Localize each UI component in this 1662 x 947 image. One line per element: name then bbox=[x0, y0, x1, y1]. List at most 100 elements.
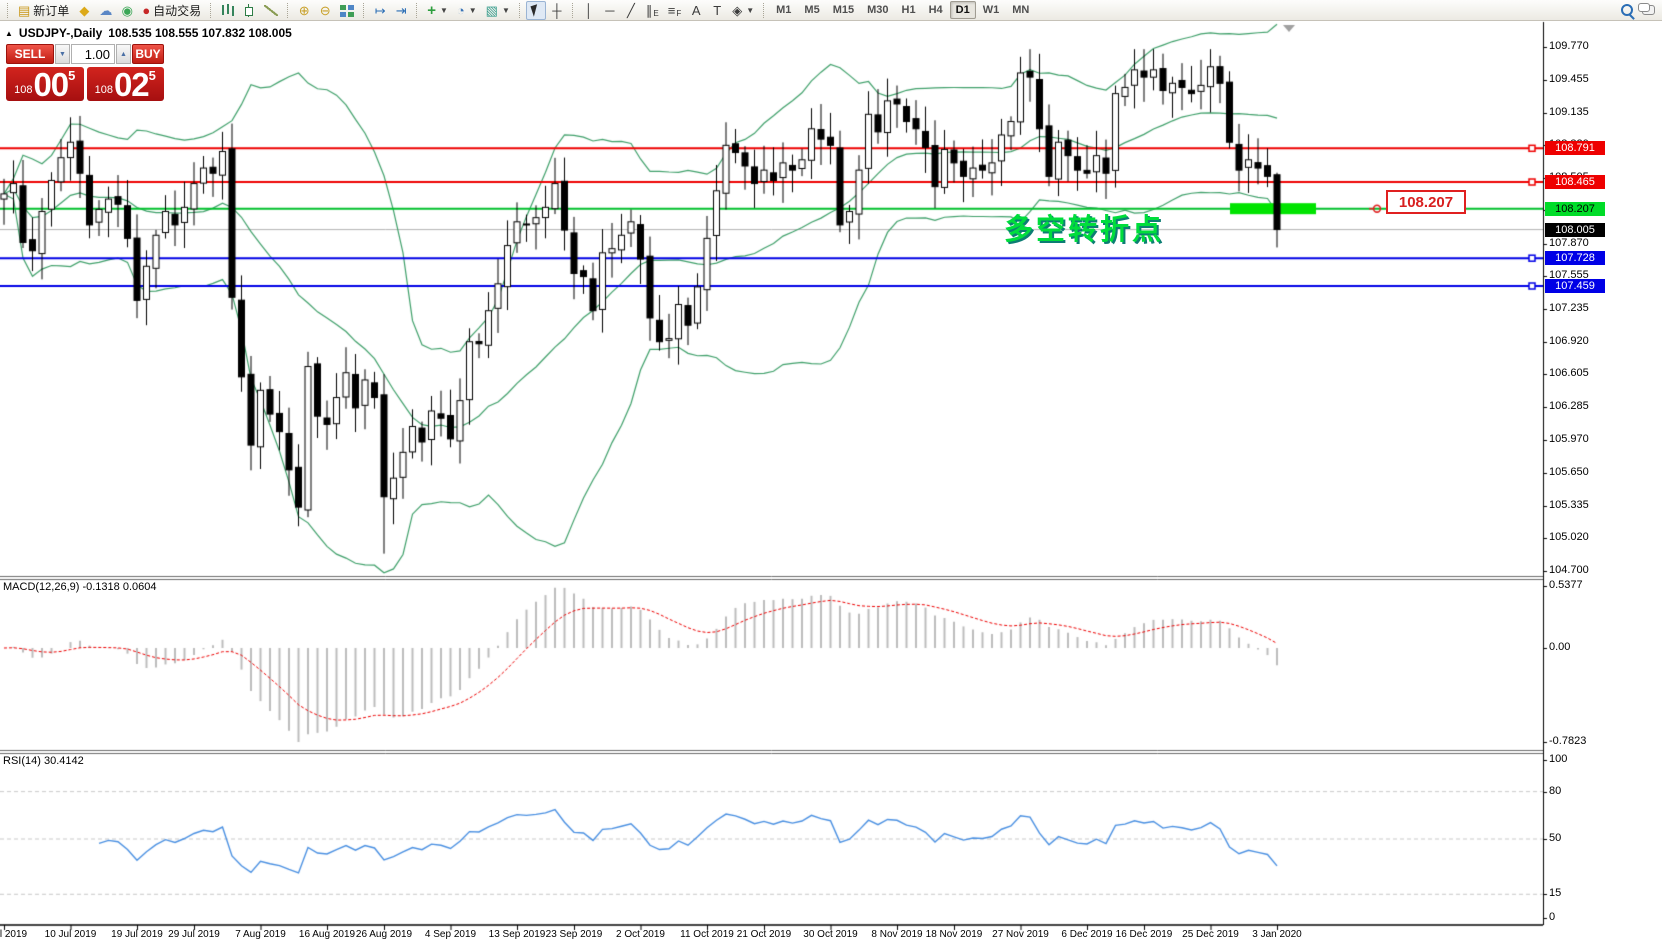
zoom-out-icon[interactable]: ⊖ bbox=[315, 1, 335, 20]
macd-indicator-label: MACD(12,26,9) -0.1318 0.0604 bbox=[3, 581, 157, 593]
candlestick-chart-icon[interactable] bbox=[239, 1, 259, 20]
signals-icon-glyph: ◉ bbox=[121, 2, 133, 18]
date-tick-label: 26 Aug 2019 bbox=[355, 929, 413, 940]
timeframe-button-h1[interactable]: H1 bbox=[901, 4, 916, 16]
cursor-button[interactable] bbox=[525, 0, 546, 20]
timeframe-button-m30[interactable]: M30 bbox=[867, 4, 889, 16]
search-icon[interactable] bbox=[1617, 1, 1637, 20]
timeframe-button-d1[interactable]: D1 bbox=[949, 1, 976, 19]
trendline-button-glyph: ╱ bbox=[626, 2, 635, 18]
date-tick-label: 27 Nov 2019 bbox=[992, 929, 1049, 940]
line-chart-icon[interactable] bbox=[260, 1, 282, 20]
zoom-in-icon[interactable]: ⊕ bbox=[294, 1, 314, 20]
timeframe-button-m5[interactable]: M5 bbox=[804, 4, 820, 16]
horizontal-line-button-glyph: ─ bbox=[605, 2, 615, 18]
fibonacci-button[interactable]: ≡ F bbox=[667, 2, 682, 18]
crosshair-button-glyph: ┼ bbox=[552, 2, 562, 18]
macd-tick-label: -0.7823 bbox=[1549, 735, 1587, 747]
date-tick-label: 25 Dec 2019 bbox=[1182, 929, 1239, 940]
text-label-button-glyph: T bbox=[713, 2, 722, 18]
sell-price-sup: 5 bbox=[68, 68, 76, 83]
timeframe-button-h4[interactable]: H4 bbox=[928, 4, 943, 16]
toolbar-separator bbox=[210, 2, 212, 18]
buy-price-big: 02 bbox=[113, 66, 150, 103]
trendline-button[interactable]: ╱ bbox=[621, 1, 641, 20]
toolbar-separator bbox=[518, 2, 521, 18]
volume-increase-button[interactable]: ▲ bbox=[116, 44, 131, 64]
macd-tick-label: 0.5377 bbox=[1549, 579, 1583, 591]
sell-button[interactable]: SELL bbox=[6, 44, 54, 64]
new-order-button[interactable]: ▤ 新订单 bbox=[14, 1, 73, 20]
date-tick-label: 30 Oct 2019 bbox=[803, 929, 858, 940]
price-tick-label: 105.020 bbox=[1549, 531, 1589, 544]
zoom-in-icon-glyph: ⊕ bbox=[298, 2, 310, 18]
arrows-button[interactable]: ◈ ▼ bbox=[732, 2, 755, 18]
date-tick-label: 21 Oct 2019 bbox=[736, 929, 792, 940]
sell-price-panel[interactable]: 108 00 5 bbox=[6, 67, 84, 101]
price-tick-label: 105.650 bbox=[1549, 466, 1589, 478]
charts-profile-icon[interactable]: ◆ bbox=[74, 1, 94, 20]
channel-button[interactable]: ∥ E bbox=[645, 2, 659, 18]
timeframe-button-mn[interactable]: MN bbox=[1012, 4, 1030, 16]
collapse-panel-icon[interactable]: ▲ bbox=[5, 28, 13, 38]
price-tick-label: 109.135 bbox=[1549, 105, 1589, 118]
buy-price-panel[interactable]: 108 02 5 bbox=[86, 66, 164, 103]
price-tick-label: 105.335 bbox=[1549, 498, 1589, 511]
rsi-tick-label: 0 bbox=[1549, 911, 1556, 923]
timeframe-button-m1[interactable]: M1 bbox=[776, 4, 792, 16]
community-icon-glyph: ☁ bbox=[99, 2, 113, 18]
price-tick-label: 106.285 bbox=[1549, 400, 1589, 413]
horizontal-line-button[interactable]: ─ bbox=[600, 1, 620, 20]
price-tick-label: 106.605 bbox=[1549, 367, 1589, 380]
date-tick-label: 7 Aug 2019 bbox=[235, 929, 286, 940]
new-order-button-glyph: ▤ bbox=[18, 2, 31, 18]
line-chart-icon bbox=[264, 4, 279, 16]
channel-button-glyph: ∥ bbox=[645, 2, 653, 18]
rsi-tick-label: 15 bbox=[1549, 887, 1562, 900]
toolbar-separator bbox=[571, 2, 574, 18]
fibonacci-button-glyph: ≡ bbox=[667, 2, 676, 18]
price-tick-label: 107.235 bbox=[1549, 302, 1589, 315]
add-indicator-button[interactable]: + ▼ bbox=[427, 1, 448, 19]
bar-chart-icon[interactable] bbox=[217, 1, 238, 20]
date-tick-label: 19 Jul 2019 bbox=[111, 929, 163, 940]
price-level-flag: 108.207 bbox=[1386, 190, 1466, 214]
one-click-trading-panel: SELL ▼ ▲ BUY 108 00 5 108 02 5 bbox=[6, 44, 164, 101]
autoscroll-icon[interactable]: ↦ bbox=[370, 1, 390, 20]
signals-icon[interactable]: ◉ bbox=[117, 1, 137, 20]
community-icon[interactable]: ☁ bbox=[95, 1, 116, 20]
timeframe-button-w1[interactable]: W1 bbox=[982, 4, 1000, 16]
chart-shift-icon[interactable]: ⇥ bbox=[391, 1, 411, 20]
text-button[interactable]: A bbox=[686, 1, 706, 20]
buy-price-prefix: 108 bbox=[94, 84, 113, 96]
template-button[interactable]: ▧ ▼ bbox=[485, 2, 510, 18]
buy-button[interactable]: BUY bbox=[132, 44, 164, 64]
price-level-badge: 108.465 bbox=[1545, 175, 1605, 190]
chart-shift-icon-glyph: ⇥ bbox=[395, 2, 407, 18]
bar-chart-icon bbox=[221, 4, 234, 16]
date-tick-label: 11 Oct 2019 bbox=[680, 929, 734, 940]
tile-windows-icon[interactable] bbox=[336, 1, 358, 20]
period-button[interactable]: ◔ ▼ bbox=[456, 2, 477, 18]
autotrading-button[interactable]: ● 自动交易 bbox=[138, 1, 205, 20]
volume-input[interactable] bbox=[71, 44, 115, 64]
chat-icon bbox=[1638, 3, 1655, 15]
volume-decrease-button[interactable]: ▼ bbox=[55, 44, 70, 64]
price-tick-label: 106.920 bbox=[1549, 334, 1589, 347]
chat-icon[interactable] bbox=[1638, 1, 1659, 20]
vertical-line-button[interactable]: │ bbox=[579, 1, 599, 20]
zoom-out-icon-glyph: ⊖ bbox=[319, 2, 331, 18]
text-button-glyph: A bbox=[691, 2, 701, 18]
rsi-indicator-label: RSI(14) 30.4142 bbox=[3, 755, 84, 767]
toolbar-separator bbox=[287, 2, 289, 18]
crosshair-button[interactable]: ┼ bbox=[547, 1, 567, 20]
autoscroll-icon-glyph: ↦ bbox=[374, 2, 386, 18]
price-level-badge: 107.459 bbox=[1545, 279, 1605, 293]
date-tick-label: 8 Nov 2019 bbox=[871, 929, 923, 940]
timeframe-button-m15[interactable]: M15 bbox=[832, 4, 855, 16]
vertical-line-button-glyph: │ bbox=[584, 2, 593, 18]
date-tick-label: 23 Sep 2019 bbox=[545, 929, 603, 940]
text-label-button[interactable]: T bbox=[707, 1, 727, 20]
buy-price-sup: 5 bbox=[148, 68, 156, 83]
